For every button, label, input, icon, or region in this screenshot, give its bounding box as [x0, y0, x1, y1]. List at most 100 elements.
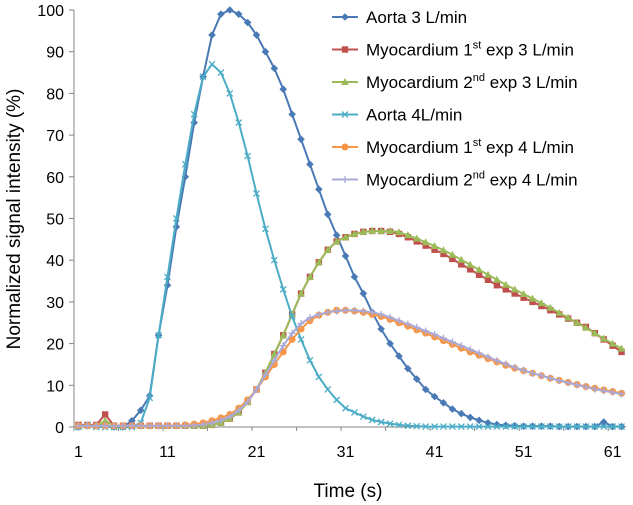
- data-point: [591, 385, 599, 393]
- data-point: [359, 413, 367, 421]
- data-point: [537, 423, 545, 431]
- legend-item: Myocardium 1st exp 4 L/min: [332, 137, 574, 157]
- data-point: [279, 331, 288, 339]
- y-tick-label: 0: [55, 420, 64, 437]
- data-point: [475, 271, 483, 278]
- legend-marker: [341, 46, 349, 53]
- data-point: [448, 423, 456, 431]
- x-tick-label: 51: [515, 444, 533, 461]
- data-point: [297, 320, 305, 328]
- legend-item: Myocardium 2nd exp 3 L/min: [332, 72, 578, 92]
- data-point: [493, 275, 501, 283]
- data-point: [155, 331, 163, 339]
- legend-marker: [341, 143, 349, 151]
- data-point: [440, 423, 447, 431]
- data-point: [226, 413, 234, 421]
- legend-label: Aorta 4L/min: [366, 106, 462, 125]
- legend-item: Aorta 3 L/min: [332, 8, 467, 27]
- data-point: [502, 421, 510, 430]
- series-2: [75, 227, 625, 429]
- data-point: [359, 307, 367, 315]
- data-point: [484, 353, 492, 361]
- data-point: [350, 229, 359, 237]
- data-point: [377, 418, 385, 426]
- legend-label: Myocardium 1st exp 4 L/min: [366, 137, 574, 157]
- data-point: [475, 265, 483, 273]
- data-point: [609, 423, 617, 431]
- x-axis-title: Time (s): [314, 481, 383, 502]
- data-point: [404, 320, 412, 328]
- data-point: [511, 423, 519, 431]
- data-point: [244, 152, 252, 160]
- legend-label: Aorta 3 L/min: [366, 8, 467, 27]
- data-point: [315, 185, 323, 194]
- data-point: [413, 323, 421, 331]
- data-point: [128, 416, 136, 425]
- x-tick-label: 41: [426, 444, 444, 461]
- data-point: [591, 423, 599, 431]
- data-point: [484, 423, 492, 431]
- data-point: [297, 335, 305, 343]
- x-tick-label: 21: [248, 444, 266, 461]
- data-point: [502, 360, 510, 368]
- data-point: [119, 422, 127, 430]
- data-point: [546, 303, 555, 311]
- data-point: [475, 423, 483, 431]
- data-point: [101, 422, 109, 430]
- data-point: [493, 423, 501, 431]
- data-point: [199, 73, 207, 81]
- data-point: [163, 281, 172, 290]
- data-point: [315, 258, 323, 266]
- data-point: [164, 273, 171, 281]
- y-tick-label: 10: [46, 378, 64, 395]
- data-point: [412, 234, 421, 242]
- data-point: [128, 422, 136, 430]
- data-point: [448, 250, 457, 258]
- data-point: [208, 419, 216, 427]
- data-point: [457, 409, 466, 418]
- data-point: [457, 423, 465, 431]
- data-point: [555, 377, 563, 385]
- data-point: [368, 227, 377, 235]
- data-point: [234, 10, 243, 18]
- data-point: [404, 231, 412, 239]
- data-point: [341, 233, 350, 241]
- data-point: [519, 289, 528, 297]
- data-point: [529, 423, 536, 431]
- x-tick-label: 61: [604, 444, 622, 461]
- data-point: [457, 255, 466, 263]
- data-point: [261, 371, 269, 379]
- data-point: [288, 313, 296, 320]
- data-point: [190, 110, 198, 118]
- data-point: [172, 215, 180, 222]
- data-point: [323, 245, 332, 253]
- data-point: [332, 237, 341, 245]
- data-point: [315, 310, 323, 318]
- series-3: [74, 227, 626, 429]
- x-tick-label: 31: [337, 444, 355, 461]
- data-point: [422, 327, 430, 335]
- data-point: [350, 408, 358, 416]
- data-point: [279, 342, 287, 350]
- data-point: [279, 85, 288, 94]
- data-point: [618, 423, 626, 431]
- data-point: [431, 330, 439, 338]
- data-point: [510, 285, 519, 293]
- data-point: [217, 10, 225, 18]
- data-point: [172, 422, 180, 430]
- data-point: [412, 375, 421, 383]
- data-point: [243, 18, 252, 27]
- data-point: [208, 31, 216, 39]
- data-point: [253, 385, 261, 393]
- data-point: [297, 289, 305, 297]
- data-point: [181, 173, 190, 181]
- data-point: [386, 420, 394, 428]
- data-point: [564, 313, 572, 321]
- data-point: [333, 307, 341, 315]
- data-point: [83, 422, 91, 430]
- data-point: [74, 422, 82, 430]
- legend-marker: [341, 176, 349, 183]
- data-point: [484, 270, 492, 278]
- data-point: [333, 396, 341, 404]
